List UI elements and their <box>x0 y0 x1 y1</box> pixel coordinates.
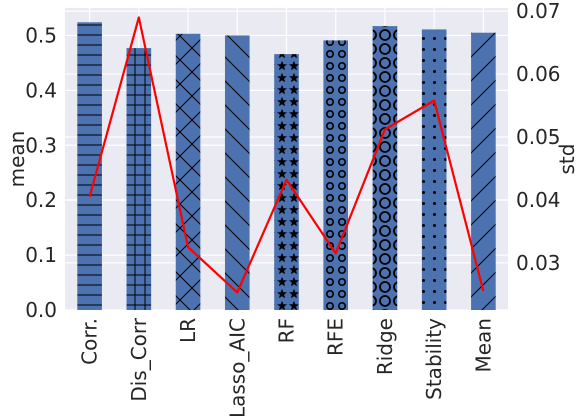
y-tick-label: 0.1 <box>25 243 57 267</box>
x-tick-label: RF <box>275 318 299 343</box>
bar-Ridge <box>372 26 398 311</box>
x-tick-label: LR <box>176 318 200 343</box>
std-line <box>88 16 485 294</box>
y2-tick-label: 0.03 <box>516 251 561 275</box>
bar-LR <box>175 33 201 310</box>
x-tick-label: Corr. <box>78 318 102 365</box>
bar-Mean <box>471 32 496 310</box>
y-tick-label: 0.2 <box>25 188 57 212</box>
y2-tick-label: 0.07 <box>516 0 561 23</box>
x-tick-label: Mean <box>471 318 495 373</box>
bar-Lasso_AIC <box>224 35 250 311</box>
x-tick-label: Stability <box>422 318 446 400</box>
x-tick-label: RFE <box>324 318 348 356</box>
bar-RFE <box>323 40 349 310</box>
left-axis-ticks: 0.0 0.1 0.2 0.3 0.4 0.5 <box>25 23 57 322</box>
bar-Dis_Corr <box>126 48 152 310</box>
bars <box>77 22 496 311</box>
y-tick-label: 0.3 <box>25 133 57 157</box>
bar-Stability <box>421 29 447 310</box>
right-axis-ticks: 0.03 0.04 0.05 0.06 0.07 <box>516 0 561 275</box>
y2-tick-label: 0.04 <box>516 188 561 212</box>
y-tick-label: 0.4 <box>25 78 57 102</box>
y2-axis-label: std <box>555 144 579 175</box>
y-tick-label: 0.5 <box>25 23 57 47</box>
y2-tick-label: 0.05 <box>516 125 561 149</box>
x-axis-ticks: Corr. Dis_Corr LR Lasso_AIC RF RFE Ridge Stabil… <box>78 317 496 418</box>
std-line-series <box>88 16 485 294</box>
y2-tick-label: 0.06 <box>516 62 561 86</box>
x-tick-label: Dis_Corr <box>127 317 151 401</box>
x-tick-label: Ridge <box>373 318 397 375</box>
y-axis-label: mean <box>5 131 29 188</box>
x-tick-label: Lasso_AIC <box>225 318 249 418</box>
y-tick-label: 0.0 <box>25 298 57 322</box>
